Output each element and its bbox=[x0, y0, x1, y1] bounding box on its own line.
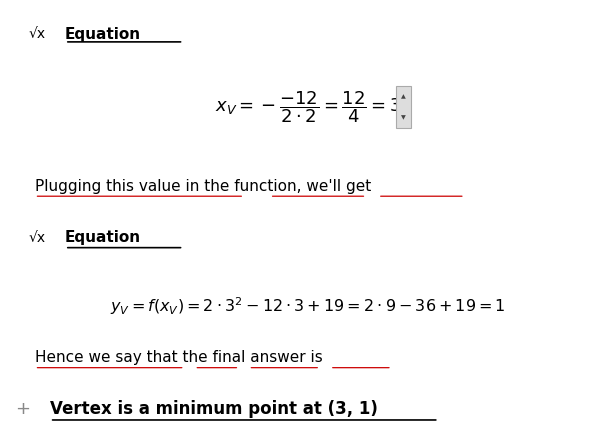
FancyBboxPatch shape bbox=[396, 87, 411, 128]
Text: ▼: ▼ bbox=[401, 115, 406, 120]
Text: $x_V = -\dfrac{-12}{2 \cdot 2} = \dfrac{12}{4} = 3$: $x_V = -\dfrac{-12}{2 \cdot 2} = \dfrac{… bbox=[215, 89, 401, 125]
Text: Hence we say that the final answer is: Hence we say that the final answer is bbox=[34, 350, 322, 365]
Text: Plugging this value in the function, we'll get: Plugging this value in the function, we'… bbox=[34, 179, 371, 194]
Text: √x: √x bbox=[28, 27, 46, 41]
Text: √x: √x bbox=[28, 231, 46, 245]
Text: Vertex is a minimum point at (3, 1): Vertex is a minimum point at (3, 1) bbox=[50, 400, 378, 418]
Text: Equation: Equation bbox=[65, 27, 141, 42]
Text: +: + bbox=[15, 400, 30, 418]
Text: $y_V = f(x_V) = 2 \cdot 3^2 - 12 \cdot 3 + 19 = 2 \cdot 9 - 36 + 19 = 1$: $y_V = f(x_V) = 2 \cdot 3^2 - 12 \cdot 3… bbox=[110, 295, 506, 317]
Text: Equation: Equation bbox=[65, 230, 141, 245]
Text: ▲: ▲ bbox=[401, 94, 406, 99]
